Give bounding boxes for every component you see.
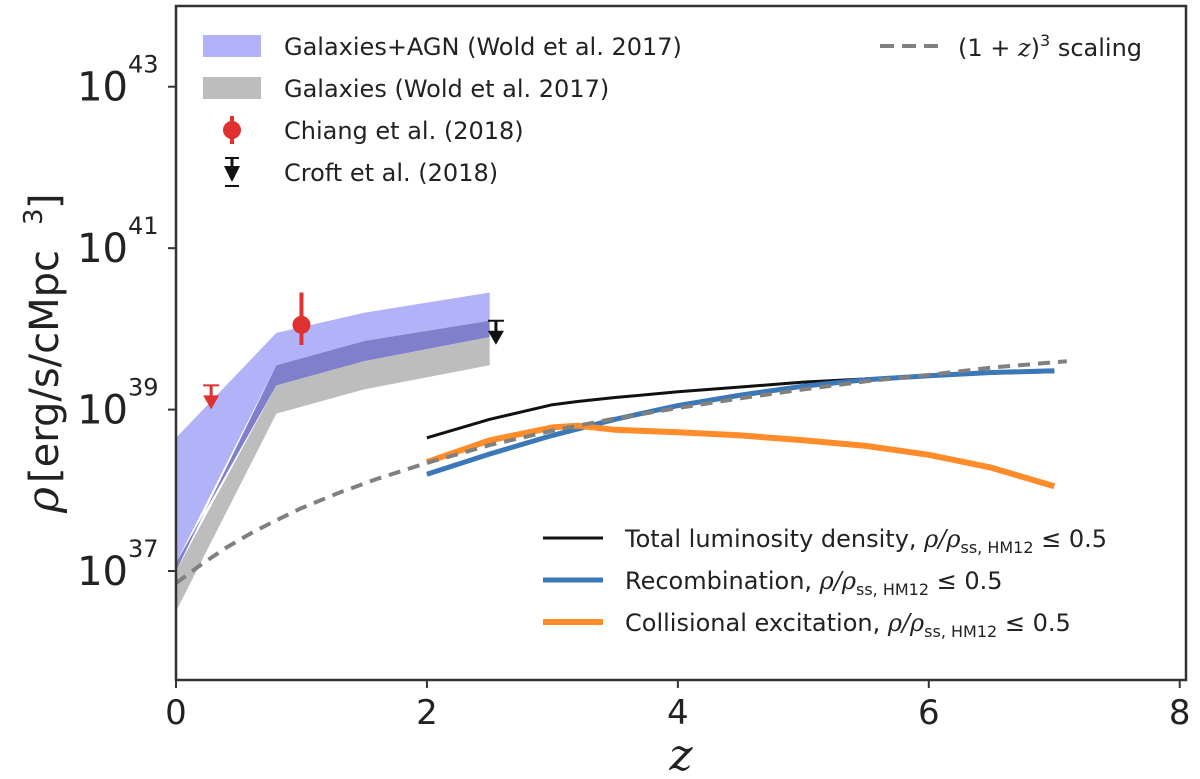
limit-arrow-1 <box>487 330 504 345</box>
legend-br-sub-1: ss, HM12 <box>856 580 929 599</box>
x-tick-label-2: 4 <box>667 693 689 733</box>
legend-tr-z: z <box>1017 34 1031 62</box>
legend-swatch-0 <box>203 35 261 57</box>
x-tick-label-1: 2 <box>416 693 438 733</box>
legend-br-label-0: Total luminosity density, ρ/ρss, HM12 ≤ … <box>624 525 1107 557</box>
legend-swatch-2 <box>223 121 241 139</box>
legend-br-sub-2: ss, HM12 <box>924 622 997 641</box>
legend-label-2: Chiang et al. (2018) <box>284 117 524 145</box>
y-axis-sup: 3 <box>19 208 49 225</box>
legend-tr-label: (1 + z)3 scaling <box>958 31 1142 62</box>
legend-label-3: Croft et al. (2018) <box>284 159 498 187</box>
band-2 <box>176 320 490 572</box>
series-line-3 <box>176 359 1067 585</box>
data-point-0 <box>292 315 311 334</box>
series-line-2 <box>425 422 1056 490</box>
plot-frame <box>174 4 1188 682</box>
band-1 <box>176 336 490 612</box>
legend-br-tail-2: ≤ 0.5 <box>997 609 1071 637</box>
x-tick-label-3: 6 <box>918 693 940 733</box>
y-axis-text: [erg/s/cMpc <box>22 250 68 483</box>
y-tick-label-0: 10 <box>77 549 128 595</box>
legend-tr-tail: scaling <box>1050 34 1142 62</box>
y-tick-exp-2: 41 <box>128 212 159 240</box>
y-axis-title: ρ [erg/s/cMpc 3] <box>18 193 69 514</box>
legend-br-frac-2: ρ/ρ <box>887 609 924 637</box>
legend-br-tail-0: ≤ 0.5 <box>1034 525 1108 553</box>
y-axis-symbol: ρ <box>18 487 69 514</box>
x-axis-title: z <box>668 730 693 779</box>
legend-br-label-2: Collisional excitation, ρ/ρss, HM12 ≤ 0.… <box>625 609 1071 641</box>
x-tick-label-0: 0 <box>165 693 187 733</box>
series-line-1 <box>426 368 1055 477</box>
legend-br-tail-1: ≤ 0.5 <box>929 567 1003 595</box>
legend-tr-sup: 3 <box>1040 31 1050 50</box>
legend-swatch-1 <box>203 77 261 99</box>
legend-br-label-1: Recombination, ρ/ρss, HM12 ≤ 0.5 <box>625 567 1003 599</box>
y-tick-exp-1: 39 <box>128 374 159 402</box>
y-tick-label-2: 10 <box>77 226 128 272</box>
legend-label-1: Galaxies (Wold et al. 2017) <box>284 75 609 103</box>
series-line-0 <box>426 370 1055 440</box>
y-tick-exp-3: 43 <box>128 51 159 79</box>
plot-layer <box>176 292 1067 612</box>
legend-br-main-0: Total luminosity density, <box>624 525 924 553</box>
legend-br-sub-0: ss, HM12 <box>960 538 1033 557</box>
y-tick-exp-0: 37 <box>128 535 159 563</box>
legend-label-0: Galaxies+AGN (Wold et al. 2017) <box>284 33 682 61</box>
plot-area <box>176 292 1067 612</box>
y-axis-close: ] <box>22 193 68 209</box>
y-tick-label-1: 10 <box>77 388 128 434</box>
legend-br-main-1: Recombination, <box>625 567 820 595</box>
legend-br-main-2: Collisional excitation, <box>625 609 888 637</box>
limit-arrow-0 <box>203 395 220 410</box>
legend-br-frac-1: ρ/ρ <box>819 567 856 595</box>
band-0 <box>176 292 490 563</box>
legend-tr-close: ) <box>1031 34 1040 62</box>
x-tick-label-4: 8 <box>1169 693 1191 733</box>
legend-br-frac-0: ρ/ρ <box>923 525 960 553</box>
legend-tr-open: (1 + <box>958 34 1018 62</box>
legend-layer: Galaxies+AGN (Wold et al. 2017) Galaxies … <box>203 31 1142 641</box>
y-tick-label-3: 10 <box>77 65 128 111</box>
legend-swatch-3 <box>224 166 240 182</box>
